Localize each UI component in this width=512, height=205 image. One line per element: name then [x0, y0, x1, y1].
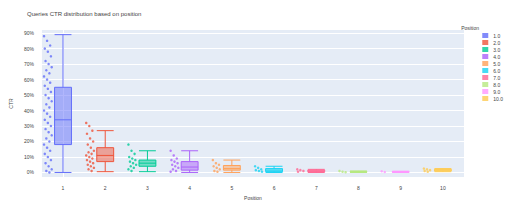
svg-text:30%: 30% [24, 123, 35, 129]
svg-text:1.0: 1.0 [493, 33, 500, 39]
svg-text:10%: 10% [24, 154, 35, 160]
svg-text:2.0: 2.0 [493, 40, 500, 46]
svg-text:6: 6 [273, 185, 276, 191]
svg-text:80%: 80% [24, 46, 35, 52]
svg-text:7.0: 7.0 [493, 75, 500, 81]
svg-text:6.0: 6.0 [493, 68, 500, 74]
svg-text:CTR: CTR [8, 98, 14, 109]
svg-text:1: 1 [62, 185, 65, 191]
svg-text:8.0: 8.0 [493, 82, 500, 88]
svg-text:Position: Position [244, 195, 262, 201]
svg-text:7: 7 [315, 185, 318, 191]
svg-text:10.0: 10.0 [493, 96, 503, 102]
svg-text:4: 4 [188, 185, 191, 191]
svg-text:40%: 40% [24, 108, 35, 114]
svg-text:5: 5 [230, 185, 233, 191]
svg-text:0%: 0% [27, 169, 35, 175]
svg-text:60%: 60% [24, 77, 35, 83]
svg-text:Queries CTR distribution based: Queries CTR distribution based on positi… [27, 11, 141, 17]
svg-text:8: 8 [357, 185, 360, 191]
svg-text:50%: 50% [24, 92, 35, 98]
svg-text:70%: 70% [24, 61, 35, 67]
svg-text:4.0: 4.0 [493, 54, 500, 60]
svg-text:9: 9 [399, 185, 402, 191]
svg-text:10: 10 [440, 185, 446, 191]
svg-text:90%: 90% [24, 30, 35, 36]
svg-text:Position: Position [461, 25, 479, 31]
svg-text:20%: 20% [24, 138, 35, 144]
svg-text:2: 2 [104, 185, 107, 191]
svg-text:3: 3 [146, 185, 149, 191]
svg-text:3.0: 3.0 [493, 47, 500, 53]
svg-text:9.0: 9.0 [493, 89, 500, 95]
svg-text:5.0: 5.0 [493, 61, 500, 67]
